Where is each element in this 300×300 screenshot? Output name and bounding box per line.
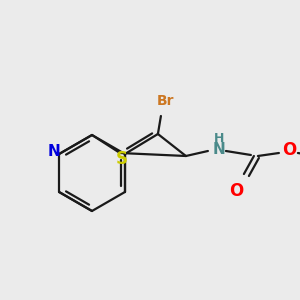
- Text: N: N: [48, 145, 61, 160]
- Text: O: O: [229, 182, 243, 200]
- Text: H: H: [214, 133, 224, 146]
- Text: O: O: [282, 141, 296, 159]
- Text: Br: Br: [157, 94, 175, 108]
- Text: N: N: [212, 142, 225, 158]
- Text: S: S: [116, 150, 128, 168]
